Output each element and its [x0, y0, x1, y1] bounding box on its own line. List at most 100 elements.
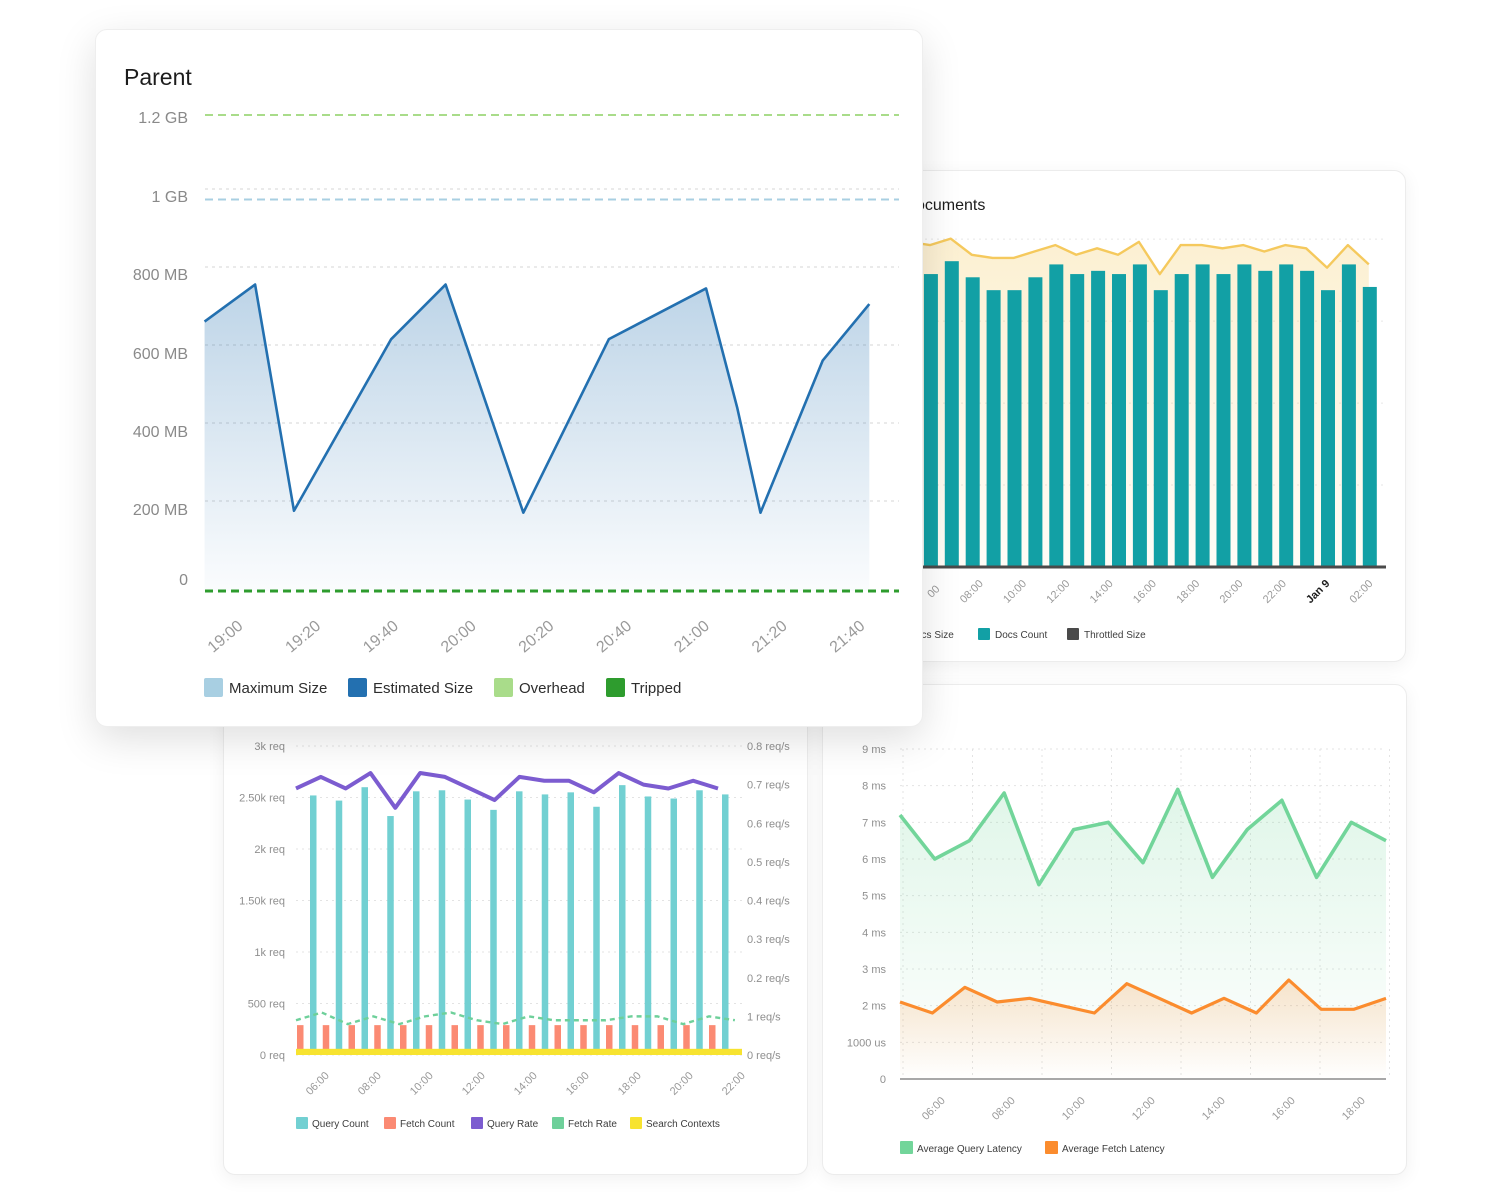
y-tick-label: 0: [880, 1074, 886, 1086]
query-count-bar-16: [722, 794, 729, 1055]
query-count-bar-1: [335, 800, 343, 1055]
legend-swatch: [552, 1117, 564, 1129]
docs-count-bar-7: [1049, 264, 1064, 567]
estimated-size-line: [203, 283, 871, 514]
fetch-count-bar-2: [348, 1025, 355, 1055]
parent-chart: Parent 0 200 MB 400 MB 600 MB 800 MB 1 GB 1.2 …: [124, 64, 899, 697]
docs-count-bar-13: [1174, 274, 1189, 567]
query-count-bar-15: [696, 790, 703, 1055]
query-count-bar-11: [593, 806, 600, 1055]
fetch-count-bar-4: [400, 1025, 407, 1055]
y-tick-left: 2k req: [254, 844, 285, 856]
query-count-bar-0: [310, 795, 317, 1055]
y-tick-right: 1 req/s: [747, 1011, 781, 1023]
x-tick-label: 02:00: [1348, 578, 1376, 606]
fetch-count-bar-15: [683, 1025, 690, 1055]
fetch-count-bar-10: [554, 1025, 561, 1055]
fetch-count-bar-13: [631, 1025, 639, 1055]
x-tick-label: 08:00: [958, 578, 986, 606]
query-count-bar-12: [619, 785, 626, 1055]
x-tick-label: 20:20: [516, 617, 558, 656]
x-tick-label: 14:00: [1200, 1095, 1228, 1123]
documents-chart-card: ocuments 00 08:00 10:00 12:00 14:00 16:00 18:0…: [840, 170, 1406, 662]
x-tick-label: 20:00: [1218, 578, 1246, 606]
y-tick-label: 5 ms: [862, 891, 886, 903]
query-count-bar-6: [464, 799, 471, 1055]
y-tick-left: 1.50k req: [239, 896, 285, 908]
y-tick-left: 3k req: [254, 741, 285, 753]
y-tick-left: 0 req: [260, 1050, 285, 1062]
x-tick-label: 22:00: [1261, 578, 1289, 606]
legend-swatch: [384, 1117, 396, 1129]
fetch-count-bar-14: [657, 1025, 664, 1055]
average-query-latency-line: [898, 787, 1387, 887]
query-count-bar-2: [361, 787, 368, 1055]
legend-label: Query Count: [312, 1119, 369, 1130]
x-tick-label: 22:00: [720, 1070, 748, 1098]
x-tick-label: 18:00: [616, 1070, 644, 1098]
query-count-bar-14: [670, 798, 677, 1055]
y-tick-label: 1 GB: [152, 189, 188, 206]
x-tick-label: 10:00: [408, 1070, 436, 1098]
x-tick-label: 06:00: [920, 1095, 948, 1123]
x-tick-label: 20:00: [438, 617, 480, 656]
legend-label: Query Rate: [487, 1119, 539, 1130]
legend-label: Throttled Size: [1084, 630, 1146, 641]
docs-count-bar-17: [1258, 270, 1273, 567]
x-tick-label: 08:00: [990, 1095, 1018, 1123]
y-tick-label: 0: [179, 572, 188, 589]
query-count-bar-7: [490, 809, 497, 1055]
fetch-count-bar-0: [297, 1025, 304, 1055]
x-tick-label: Jan 9: [1304, 578, 1332, 606]
legend-swatch: [900, 1141, 913, 1154]
y-tick-left: 2.50k req: [239, 793, 285, 805]
docs-count-bar-15: [1216, 274, 1231, 567]
x-tick-label: 19:00: [205, 617, 247, 656]
parent-chart-card: Parent 0 200 MB 400 MB 600 MB 800 MB 1 GB 1.2 …: [95, 29, 923, 727]
y-tick-right: 0.7 req/s: [747, 780, 790, 792]
x-tick-label: 12:00: [1130, 1095, 1158, 1123]
x-tick-label: 14:00: [1088, 578, 1116, 606]
x-tick-label: 21:40: [827, 617, 869, 656]
docs-count-bar-20: [1321, 290, 1335, 567]
docs-count-bar-14: [1195, 264, 1210, 567]
x-tick-label-partial: 00: [925, 583, 942, 600]
legend-label: Fetch Rate: [568, 1119, 617, 1130]
x-tick-label: 16:00: [1131, 578, 1159, 606]
x-tick-label: 19:20: [283, 617, 325, 656]
legend-swatch: [606, 678, 625, 697]
y-tick-label: 3 ms: [862, 964, 886, 976]
legend-label: Docs Count: [995, 630, 1047, 641]
x-tick-label: 20:00: [668, 1070, 696, 1098]
x-tick-label: 06:00: [304, 1070, 332, 1098]
docs-count-bar-18: [1279, 264, 1294, 567]
y-tick-left: 500 req: [248, 999, 285, 1011]
legend-swatch: [204, 678, 223, 697]
x-tick-label: 10:00: [1001, 578, 1029, 606]
docs-count-bar-8: [1070, 274, 1085, 567]
fetch-count-bar-16: [709, 1025, 716, 1055]
y-tick-label: 1000 us: [847, 1037, 887, 1049]
query-count-bar-10: [567, 792, 574, 1055]
fetch-count-bar-3: [374, 1025, 381, 1055]
docs-count-bar-2: [944, 261, 959, 567]
legend-label: Estimated Size: [373, 680, 473, 697]
legend-swatch: [1067, 628, 1079, 640]
y-tick-left: 1k req: [254, 947, 285, 959]
legend-label: Fetch Count: [400, 1119, 455, 1130]
query-count-bar-3: [387, 816, 394, 1055]
legend-label: Search Contexts: [646, 1119, 720, 1130]
x-tick-label: 20:40: [594, 617, 636, 656]
x-tick-label: 10:00: [1060, 1095, 1088, 1123]
y-tick-label: 400 MB: [133, 424, 188, 441]
fetch-count-bar-9: [528, 1025, 536, 1055]
legend-label: Maximum Size: [229, 680, 327, 697]
x-tick-label: 21:20: [749, 617, 791, 656]
query-rate-line: [295, 771, 719, 810]
fetch-count-bar-12: [606, 1025, 613, 1055]
estimated-size-area: [204, 284, 870, 591]
fetch-count-bar-7: [477, 1025, 484, 1055]
y-tick-label: 800 MB: [133, 267, 188, 284]
y-tick-label: 9 ms: [862, 744, 886, 756]
y-tick-right: 0.4 req/s: [747, 896, 790, 908]
